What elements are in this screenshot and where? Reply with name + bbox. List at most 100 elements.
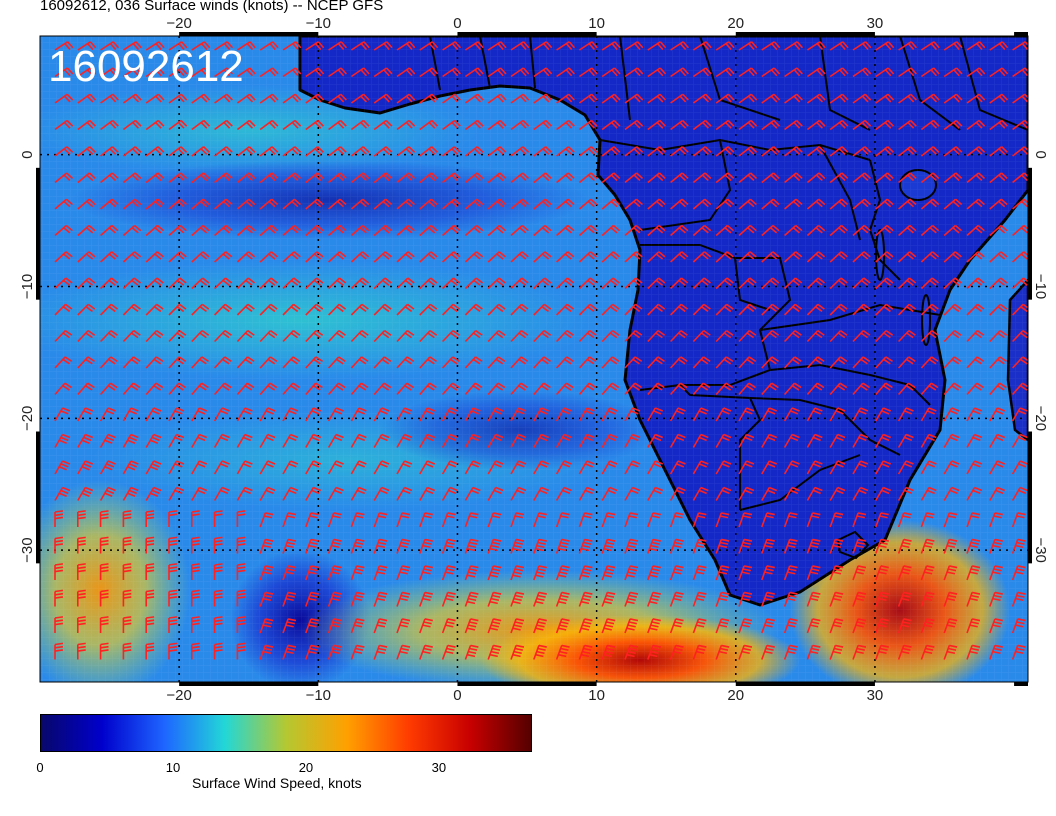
wind-barb bbox=[213, 589, 223, 607]
wind-barb bbox=[419, 591, 433, 607]
wind-barb bbox=[54, 119, 74, 131]
lat-tick-label: −30 bbox=[1032, 537, 1049, 562]
wind-barb bbox=[282, 356, 301, 369]
wind-barb bbox=[168, 382, 187, 396]
wind-barb bbox=[236, 536, 246, 554]
wind-barb bbox=[442, 172, 461, 184]
wind-barb bbox=[259, 224, 279, 237]
wind-barb bbox=[168, 589, 178, 607]
wind-barb bbox=[328, 251, 347, 263]
wind-barb bbox=[54, 616, 64, 633]
wind-barb bbox=[852, 618, 867, 634]
wind-barb bbox=[236, 460, 253, 475]
wind-barb bbox=[738, 119, 758, 131]
colorbar-tick-label: 30 bbox=[431, 760, 447, 775]
wind-barb bbox=[282, 591, 297, 607]
wind-barb bbox=[487, 460, 504, 475]
frame-bar-top bbox=[179, 32, 319, 36]
lon-tick-label: 0 bbox=[453, 15, 461, 32]
wind-barb bbox=[715, 356, 734, 369]
wind-barb bbox=[852, 146, 872, 157]
wind-barb bbox=[555, 407, 572, 422]
wind-barb bbox=[1012, 277, 1028, 290]
wind-barb bbox=[715, 303, 734, 316]
wind-barb bbox=[77, 536, 86, 554]
wind-barb bbox=[624, 382, 643, 396]
wind-barb bbox=[510, 67, 530, 78]
wind-barb bbox=[624, 41, 644, 51]
wind-barb bbox=[556, 119, 575, 131]
wind-barb bbox=[464, 41, 484, 51]
wind-barb bbox=[578, 277, 597, 290]
wind-barb bbox=[943, 329, 962, 343]
wind-barb bbox=[647, 433, 664, 448]
wind-barb bbox=[897, 618, 912, 634]
wind-barb bbox=[236, 510, 246, 527]
wind-barb bbox=[510, 329, 529, 343]
wind-barb bbox=[77, 589, 86, 607]
wind-barb bbox=[191, 589, 200, 607]
wind-barb bbox=[555, 618, 570, 634]
wind-barb bbox=[578, 433, 595, 448]
wind-barb bbox=[715, 198, 735, 210]
wind-barb bbox=[852, 303, 871, 316]
wind-barb bbox=[99, 616, 109, 633]
wind-barb bbox=[897, 486, 914, 501]
wind-barb bbox=[738, 486, 755, 501]
wind-barb bbox=[396, 146, 416, 157]
wind-barb bbox=[715, 67, 735, 78]
wind-barb bbox=[373, 93, 393, 104]
wind-barb bbox=[1011, 460, 1028, 475]
wind-barb bbox=[442, 224, 461, 237]
wind-barb bbox=[100, 198, 119, 210]
wind-barb bbox=[601, 303, 620, 316]
wind-barb bbox=[54, 277, 73, 290]
wind-barb bbox=[350, 433, 367, 448]
wind-barb bbox=[989, 407, 1006, 422]
wind-barb bbox=[555, 433, 572, 448]
wind-barb bbox=[1012, 172, 1028, 184]
wind-barb bbox=[327, 644, 342, 660]
wind-barb bbox=[487, 356, 506, 369]
wind-barb bbox=[350, 407, 367, 422]
wind-barb bbox=[122, 172, 142, 184]
wind-barb bbox=[715, 119, 735, 131]
wind-barb bbox=[441, 538, 456, 554]
wind-barb bbox=[670, 146, 689, 157]
wind-barb bbox=[692, 146, 712, 157]
wind-barb bbox=[464, 172, 484, 184]
wind-barb bbox=[350, 119, 370, 131]
wind-barb bbox=[282, 251, 301, 263]
wind-barb bbox=[875, 460, 892, 475]
wind-barb bbox=[920, 329, 939, 343]
wind-barb bbox=[578, 618, 593, 634]
wind-barb bbox=[441, 460, 458, 475]
wind-barb bbox=[419, 407, 436, 422]
wind-barb bbox=[875, 146, 894, 157]
wind-barb bbox=[327, 433, 344, 448]
wind-barb bbox=[692, 618, 707, 634]
wind-barb bbox=[464, 119, 484, 131]
wind-barb bbox=[350, 277, 369, 290]
wind-barb bbox=[761, 512, 775, 528]
colorbar-tick-label: 20 bbox=[298, 760, 314, 775]
wind-barb bbox=[373, 224, 393, 237]
wind-barb bbox=[692, 460, 709, 475]
wind-barb bbox=[214, 93, 233, 104]
wind-barb bbox=[168, 642, 178, 660]
wind-barb bbox=[624, 67, 644, 78]
wind-barb bbox=[647, 382, 665, 396]
wind-barb bbox=[327, 591, 342, 607]
wind-barb bbox=[555, 644, 570, 660]
wind-barb bbox=[738, 538, 753, 554]
wind-barb bbox=[487, 538, 502, 554]
wind-barb bbox=[852, 644, 867, 660]
wind-barb bbox=[897, 382, 916, 396]
wind-barb bbox=[715, 460, 732, 475]
wind-barb bbox=[1011, 433, 1028, 448]
wind-barb bbox=[556, 93, 575, 104]
wind-barb bbox=[396, 382, 415, 396]
wind-barb bbox=[761, 277, 780, 290]
wind-barb bbox=[852, 119, 872, 131]
wind-barb bbox=[989, 41, 1009, 51]
